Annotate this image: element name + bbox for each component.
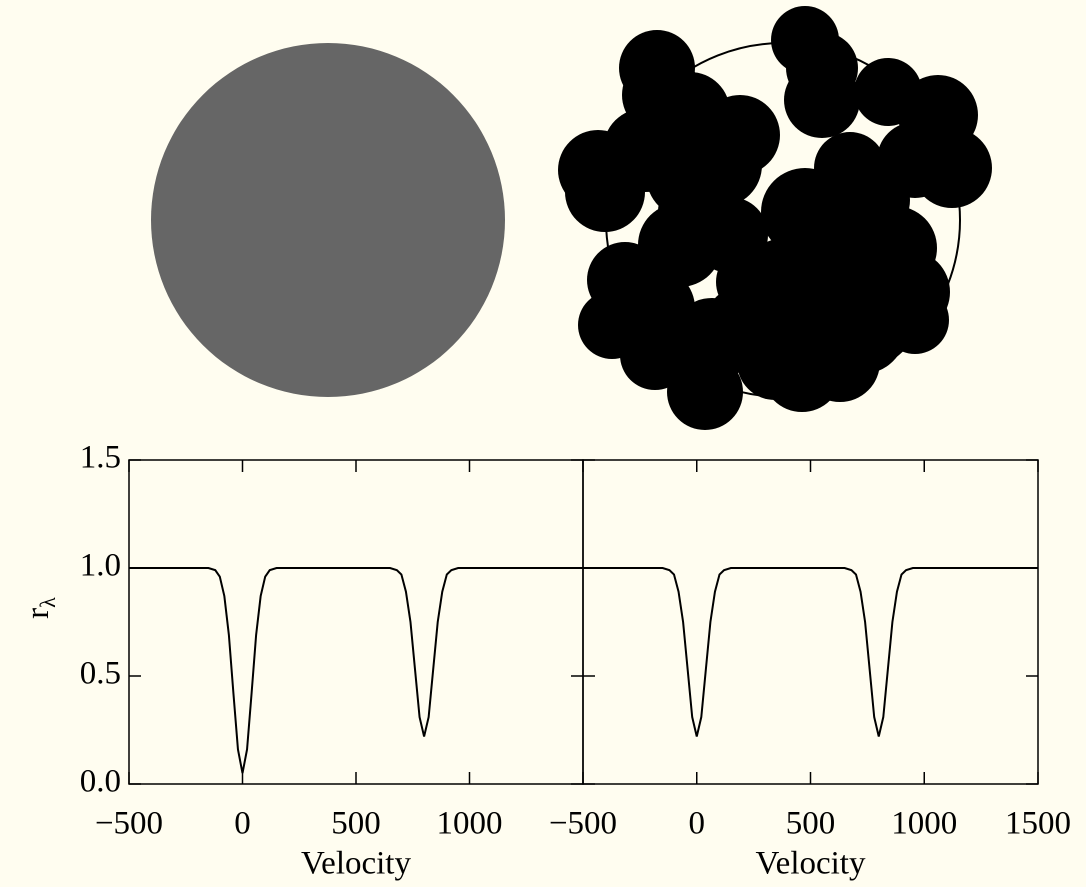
y-tick-label: 1.5 bbox=[80, 440, 121, 476]
x-axis-label: Velocity bbox=[301, 846, 411, 882]
x-tick-label: −500 bbox=[549, 806, 617, 842]
line bbox=[129, 567, 583, 774]
y-axis-label: rλ bbox=[20, 597, 60, 619]
x-tick-label: 1000 bbox=[437, 806, 503, 842]
x-tick-label: 500 bbox=[786, 806, 836, 842]
y-label-main: r bbox=[20, 608, 56, 619]
x-tick-label: −500 bbox=[95, 806, 163, 842]
x-tick-label: 1500 bbox=[1005, 806, 1071, 842]
spotted-disc bbox=[558, 6, 992, 430]
y-tick-label: 0.0 bbox=[80, 764, 121, 800]
y-tick-label: 0.5 bbox=[80, 656, 121, 692]
x-tick-label: 0 bbox=[689, 806, 706, 842]
y-label-sub: λ bbox=[35, 597, 60, 608]
x-axis-label: Velocity bbox=[756, 846, 866, 882]
y-tick-label: 1.0 bbox=[80, 548, 121, 584]
x-tick-label: 500 bbox=[331, 806, 381, 842]
x-tick-label: 1000 bbox=[891, 806, 957, 842]
x-tick-label: 0 bbox=[234, 806, 251, 842]
line bbox=[583, 567, 1038, 737]
uniform-disc bbox=[151, 43, 505, 397]
